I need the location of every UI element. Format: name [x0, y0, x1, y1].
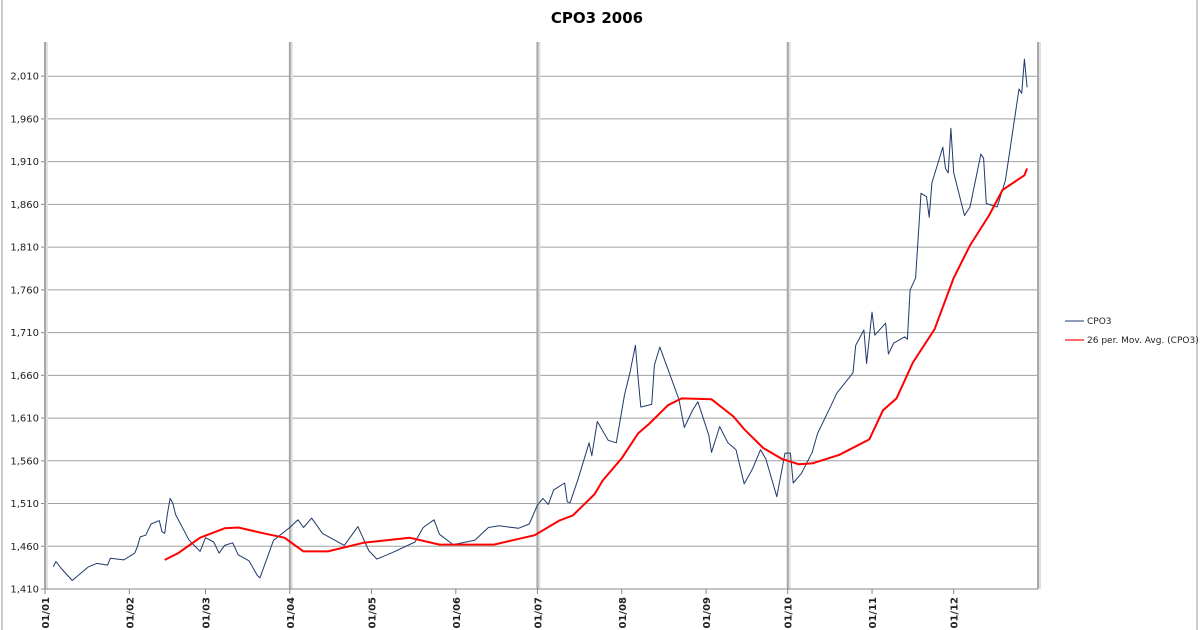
y-tick-label: 1,910 [10, 157, 39, 168]
y-tick-label: 1,610 [10, 414, 39, 425]
y-tick-label: 2,010 [10, 72, 39, 83]
legend: CPO3 26 per. Mov. Avg. (CPO3) [1065, 317, 1199, 346]
x-tick-label: 01/03 [202, 597, 213, 629]
y-tick-label: 1,510 [10, 499, 39, 510]
x-tick-label: 01/05 [367, 597, 378, 629]
x-tick-label: 01/09 [702, 597, 713, 629]
y-tick-label: 1,410 [10, 585, 39, 596]
y-tick-label: 1,710 [10, 328, 39, 339]
y-tick-label: 1,460 [10, 542, 39, 553]
chart-title: CPO3 2006 [551, 9, 643, 27]
series-group [52, 58, 1029, 581]
y-tick-label: 1,660 [10, 371, 39, 382]
x-tick-label: 01/01 [41, 597, 52, 629]
y-tick-label: 1,960 [10, 114, 39, 125]
y-tick-label: 1,860 [10, 200, 39, 211]
series-line-moving-average [164, 168, 1029, 561]
y-tick-label: 1,560 [10, 456, 39, 467]
x-tick-label: 01/12 [950, 597, 961, 629]
y-tick-label: 1,760 [10, 285, 39, 296]
x-tick-label: 01/06 [452, 597, 463, 629]
x-tick-label: 01/10 [784, 597, 795, 629]
x-tick-label: 01/08 [618, 597, 629, 629]
y-tick-label: 1,810 [10, 243, 39, 254]
x-tick-label: 01/07 [533, 597, 544, 629]
legend-label-moving-average: 26 per. Mov. Avg. (CPO3) [1087, 336, 1199, 346]
axes: 1,410 1,460 1,510 1,560 1,610 1,660 1,710 1,760… [10, 42, 1038, 628]
series-line-cpo3 [52, 58, 1028, 581]
x-tick-label: 01/02 [125, 597, 136, 629]
x-tick-label: 01/04 [286, 597, 297, 629]
legend-label-cpo3: CPO3 [1087, 317, 1112, 327]
x-tick-label: 01/11 [868, 597, 879, 629]
gridlines [45, 42, 1041, 589]
